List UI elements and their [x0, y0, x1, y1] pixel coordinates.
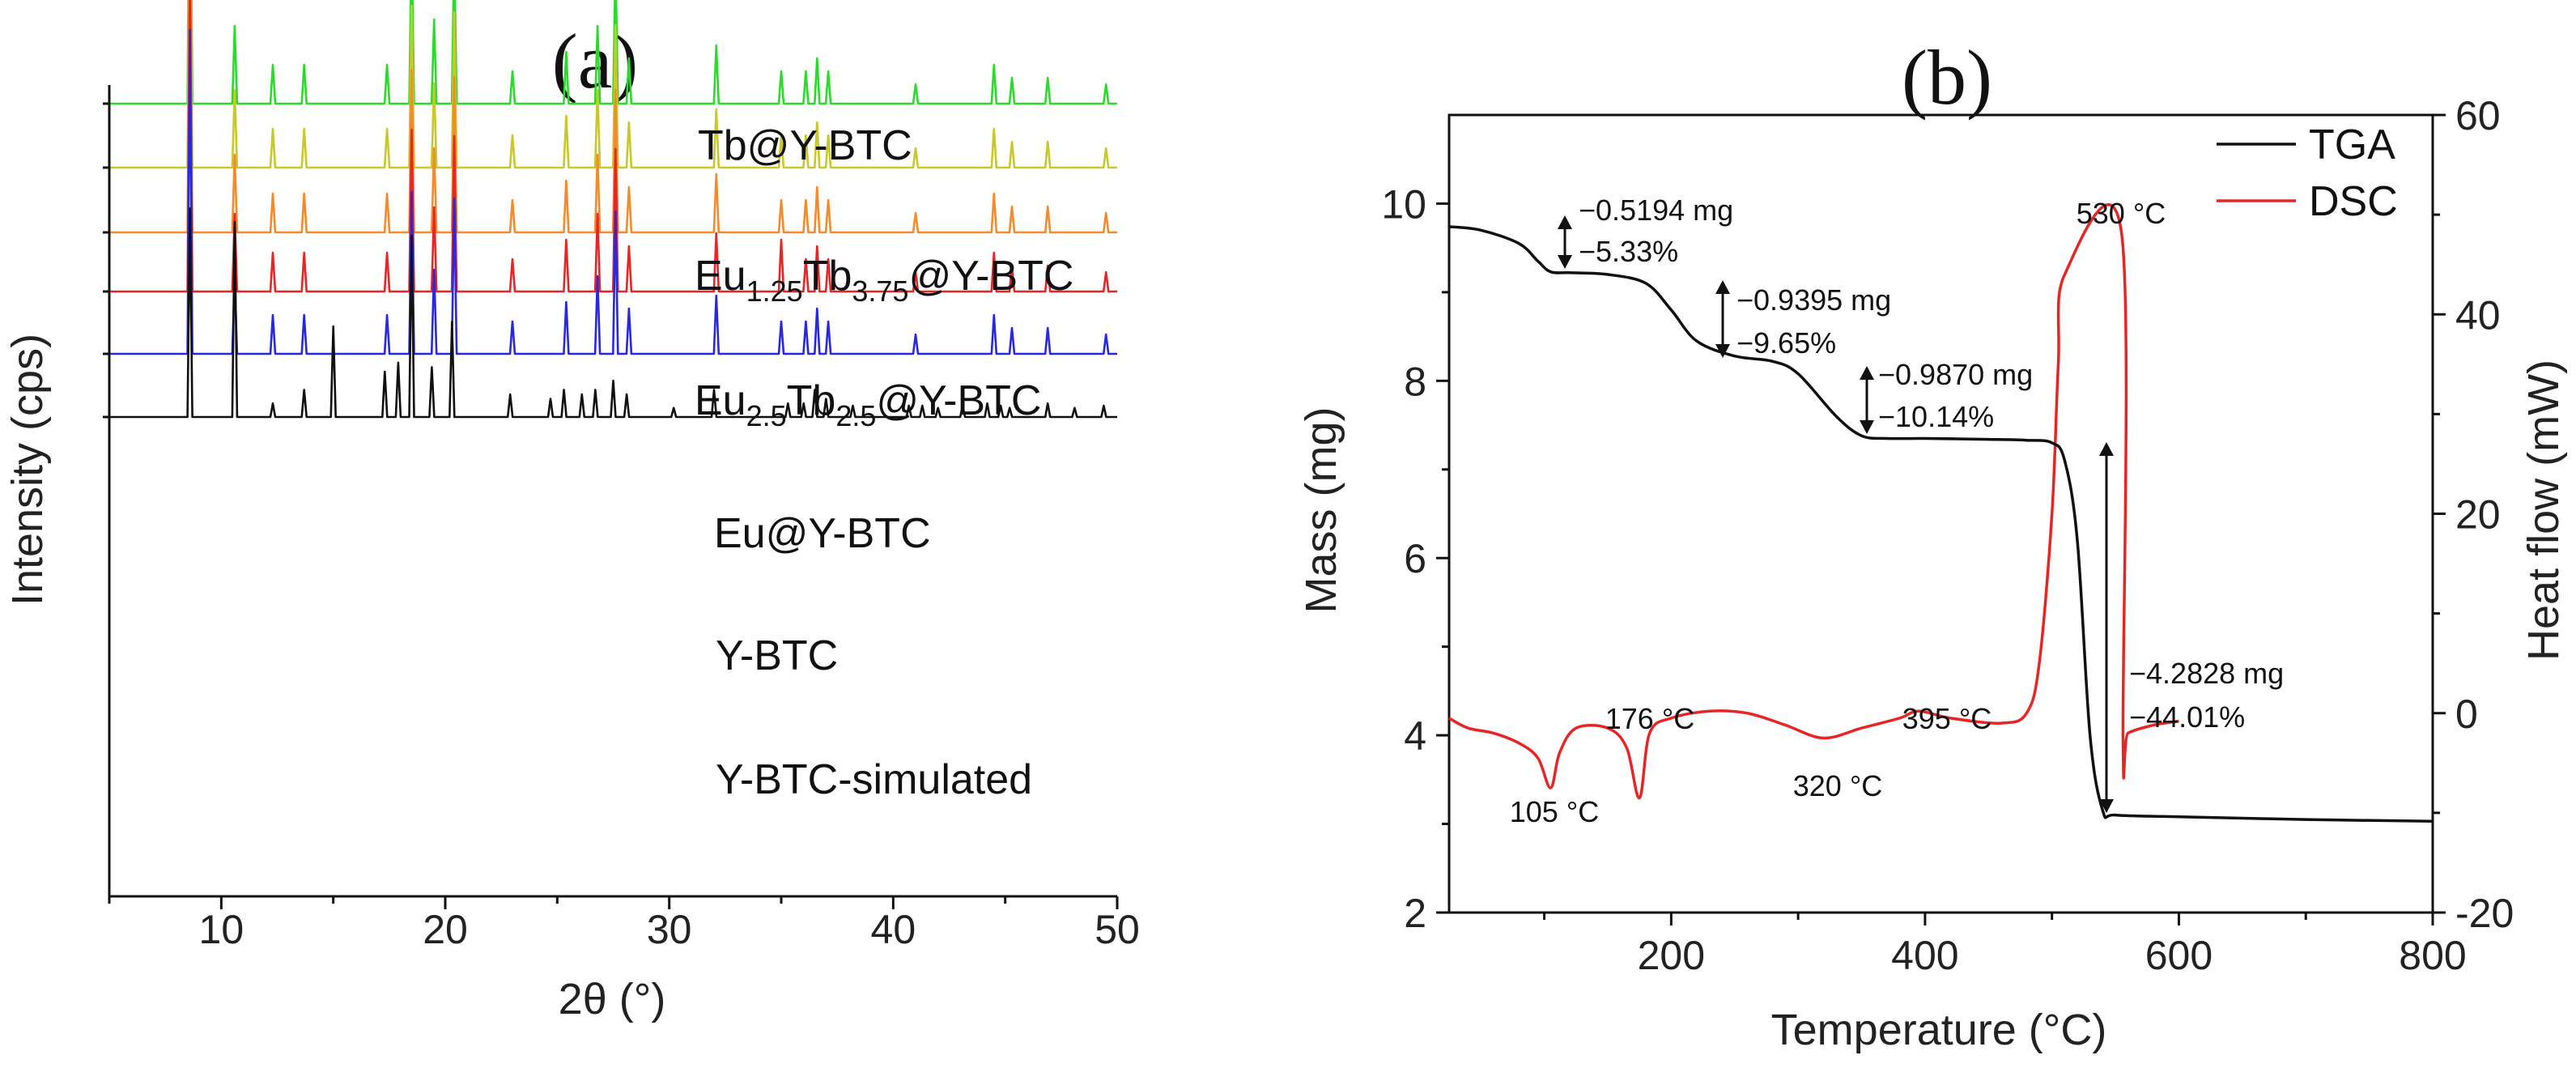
- series-label-ybtc-simulated: Y-BTC-simulated: [716, 756, 1032, 803]
- panel-b-y2-tick-label: -20: [2455, 891, 2514, 936]
- dsc-label-320: 320 °C: [1793, 769, 1882, 802]
- xrd-series-5: [109, 207, 1117, 419]
- mass-loss-arrow-1: [1558, 215, 1572, 269]
- panel-b-y2-tick-label: 60: [2455, 93, 2501, 138]
- dsc-series-line: [1448, 203, 2179, 800]
- series-label-tb: Tb@Y-BTC: [698, 122, 912, 169]
- panel-b-y-tick-label: 8: [1404, 359, 1426, 404]
- panel-b-y-tick-label: 4: [1404, 713, 1426, 759]
- panel-a-x-tick-label: 50: [1095, 907, 1140, 952]
- panel-a-y-label: Intensity (cps): [3, 334, 52, 606]
- mass-loss-annotation-4: −4.2828 mg −44.01%: [2129, 657, 2284, 734]
- panel-b-x-tick-label: 800: [2399, 933, 2466, 978]
- series-label-eu25tb25-part-4: @Y-BTC: [876, 377, 1041, 424]
- panel-b-label: (b): [1902, 34, 1992, 121]
- series-label-ybtc: Y-BTC: [716, 632, 838, 679]
- mass-loss-arrow-2: [1715, 280, 1730, 358]
- series-label-eu125tb375-part-0: Eu: [695, 253, 746, 300]
- series-label-eu25tb25-part-3: 2.5: [835, 399, 876, 432]
- panel-b-y2-label: Heat flow (mW): [2519, 360, 2568, 661]
- mass-loss-arrow-3: [1860, 366, 1874, 434]
- panel-b-y2-tick-label: 20: [2455, 492, 2501, 538]
- annotation-1-mass: −0.5194 mg: [1579, 194, 1733, 227]
- mass-loss-annotation-3: −0.9870 mg −10.14%: [1878, 358, 2033, 433]
- mass-loss-arrow-4: [2099, 442, 2114, 813]
- xrd-series-3: [109, 0, 1117, 293]
- annotation-1-percent: −5.33%: [1579, 235, 1678, 268]
- dsc-label-395: 395 °C: [1902, 702, 1992, 735]
- series-label-eu25tb25: Eu2.5Tb2.5@Y-BTC: [695, 377, 1041, 432]
- dsc-label-530: 530 °C: [2077, 197, 2166, 230]
- series-label-eu125tb375-part-3: 3.75: [852, 274, 908, 308]
- panel-b-x-label: Temperature (°C): [1771, 1006, 2107, 1054]
- panel-b-mass-loss-arrows: [1558, 215, 2114, 813]
- annotation-3-mass: −0.9870 mg: [1878, 358, 2033, 391]
- panel-a-x-tick-label: 30: [647, 907, 692, 952]
- annotation-3-percent: −10.14%: [1878, 400, 1994, 433]
- annotation-2-percent: −9.65%: [1736, 326, 1836, 360]
- panel-b-y2-tick-label: 0: [2455, 691, 2478, 737]
- panel-b-x-tick-label: 600: [2145, 933, 2213, 978]
- panel-a-x-tick-label: 40: [871, 907, 916, 952]
- panel-b-legend: TGA DSC: [2217, 121, 2398, 225]
- panel-a-ticks: 10 20 30 40 50: [108, 896, 1140, 952]
- panel-a-x-tick-label: 10: [199, 907, 244, 952]
- panel-b-x-tick-label: 400: [1891, 933, 1958, 978]
- xrd-series-4: [109, 28, 1117, 355]
- series-label-eu125tb375-part-2: Tb: [803, 253, 852, 300]
- mass-loss-annotation-2: −0.9395 mg −9.65%: [1736, 283, 1891, 360]
- panel-b-y2-tick-label: 40: [2455, 292, 2501, 338]
- series-label-eu25tb25-part-0: Eu: [695, 377, 746, 424]
- dsc-label-105: 105 °C: [1510, 795, 1599, 828]
- mass-loss-annotation-1: −0.5194 mg −5.33%: [1579, 194, 1733, 268]
- series-label-eu125tb375-part-4: @Y-BTC: [908, 253, 1073, 300]
- panel-b-y-tick-label: 2: [1404, 891, 1426, 936]
- series-label-eu25tb25-part-1: 2.5: [746, 399, 787, 432]
- panel-b-tga-dsc-chart: (b) 200 400 600 800 2 4 6 8 10 -20 0 20 40 60 Tempera…: [1297, 34, 2568, 1054]
- xrd-series-1: [109, 0, 1117, 169]
- annotation-4-percent: −44.01%: [2129, 700, 2245, 734]
- panel-a-x-label: 2θ (°): [559, 975, 666, 1023]
- series-label-eu25tb25-part-2: Tb: [787, 377, 836, 424]
- panel-b-y-tick-label: 10: [1381, 181, 1426, 227]
- series-label-eu125tb375-part-1: 1.25: [746, 274, 803, 308]
- legend-tga-label: TGA: [2309, 121, 2395, 168]
- panel-b-y-label: Mass (mg): [1297, 407, 1345, 614]
- annotation-4-mass: −4.2828 mg: [2129, 657, 2284, 690]
- panel-b-ticks: 200 400 600 800 2 4 6 8 10 -20 0 20 40 60: [1381, 93, 2514, 978]
- series-label-eu125tb375: Eu1.25Tb3.75@Y-BTC: [695, 253, 1073, 308]
- xrd-series-2: [109, 0, 1117, 234]
- tga-series-line: [1448, 225, 2434, 823]
- dsc-label-176: 176 °C: [1605, 702, 1694, 735]
- panel-a-xrd-chart: (a) 10 20 30 40 50 2θ (°) Intensity (cps) Tb…: [3, 0, 1140, 1023]
- panel-b-y-tick-label: 6: [1404, 536, 1426, 581]
- panel-a-x-tick-label: 20: [423, 907, 468, 952]
- legend-dsc-label: DSC: [2309, 178, 2398, 225]
- series-label-eu: Eu@Y-BTC: [714, 510, 931, 557]
- xrd-series-0: [109, 0, 1117, 105]
- annotation-2-mass: −0.9395 mg: [1736, 283, 1891, 317]
- panel-b-x-tick-label: 200: [1638, 933, 1705, 978]
